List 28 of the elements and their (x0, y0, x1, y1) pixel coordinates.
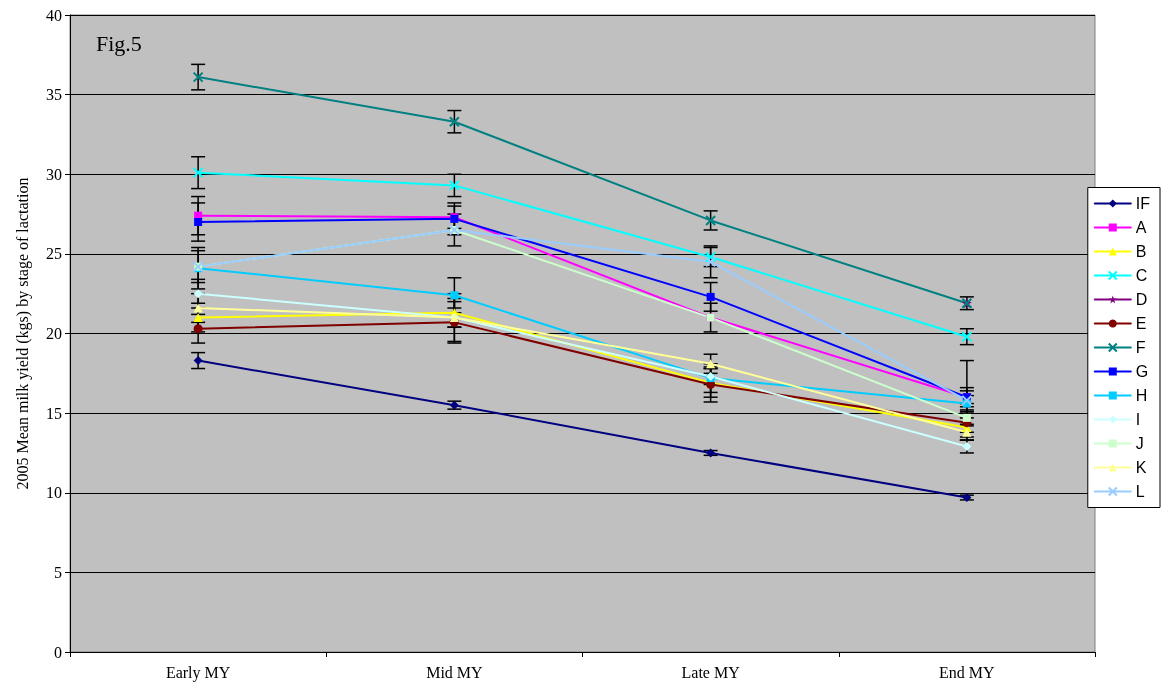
legend-label: I (1135, 411, 1141, 428)
x-tick-label: Late MY (681, 663, 741, 681)
x-tick-label: Mid MY (426, 663, 484, 681)
y-tick-label: 25 (46, 245, 62, 263)
y-tick-label: 5 (54, 563, 62, 581)
x-tick-label: Early MY (165, 663, 231, 682)
y-tick-label: 20 (46, 325, 62, 342)
y-axis-title: 2005 Mean milk yield (kgs) by stage of lactation (13, 177, 32, 490)
y-tick-label: 30 (46, 165, 62, 183)
legend-label: E (1135, 315, 1147, 332)
y-tick-label: 15 (46, 404, 62, 422)
legend-label: J (1135, 435, 1144, 452)
x-tick-label: End MY (939, 663, 996, 681)
legend-label: H (1135, 387, 1148, 404)
y-tick-label: 10 (46, 484, 62, 502)
legend-label: K (1135, 459, 1147, 476)
annotation: Fig.5 (96, 30, 142, 56)
legend-label: G (1135, 363, 1149, 380)
y-tick-label: 0 (54, 643, 62, 661)
legend-label: A (1135, 219, 1147, 236)
legend-label: B (1135, 243, 1147, 260)
legend-label: D (1135, 291, 1148, 308)
legend-label: L (1135, 483, 1145, 500)
legend-label: C (1135, 267, 1148, 284)
legend-label: F (1135, 339, 1146, 356)
y-tick-label: 35 (46, 86, 62, 104)
legend-label: IF (1135, 195, 1151, 212)
y-tick-label: 40 (46, 6, 62, 24)
